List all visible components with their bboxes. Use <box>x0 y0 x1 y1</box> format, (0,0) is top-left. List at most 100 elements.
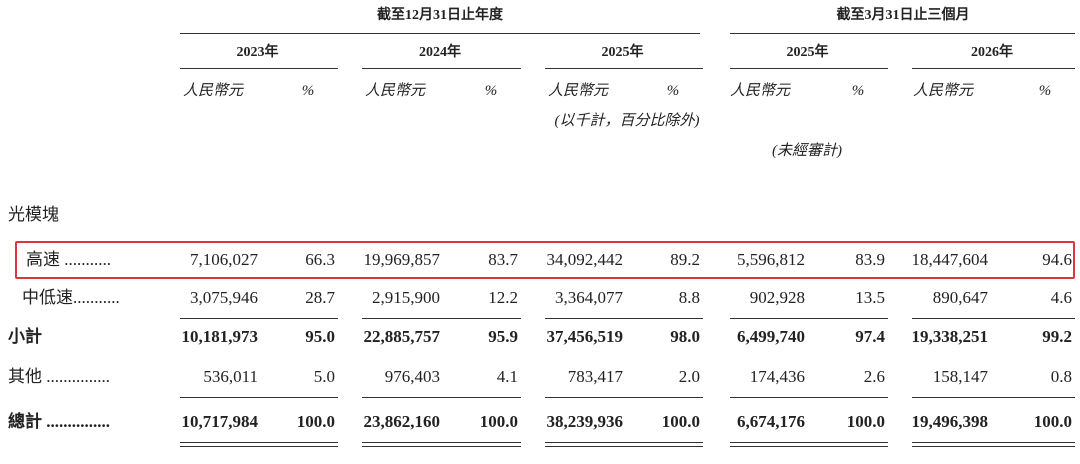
note: (以千計，百分比除外) <box>554 113 700 129</box>
rule <box>730 68 888 69</box>
row-label: 其他 ............... <box>8 367 110 386</box>
amount-cell: 902,928 <box>749 288 805 307</box>
percent-cell: 2.0 <box>678 367 700 386</box>
percent-cell: 99.2 <box>1042 327 1072 346</box>
rule <box>180 318 338 319</box>
unit-label: 人民幣元 <box>729 83 791 99</box>
rule <box>180 442 338 443</box>
amount-cell: 18,447,604 <box>911 250 989 269</box>
percent-cell: 95.9 <box>488 327 518 346</box>
rule <box>912 446 1075 447</box>
percent-cell: 28.7 <box>305 288 335 307</box>
unit-label: 人民幣元 <box>182 83 244 99</box>
year-header: 2025年 <box>601 45 644 60</box>
percent-cell: 83.7 <box>488 250 518 269</box>
rule <box>730 33 1075 34</box>
percent-cell: 0.8 <box>1050 367 1072 386</box>
amount-cell: 19,496,398 <box>911 412 989 431</box>
unit-label: % <box>484 83 498 99</box>
percent-cell: 4.1 <box>496 367 518 386</box>
amount-cell: 2,915,900 <box>372 288 440 307</box>
amount-cell: 10,181,973 <box>181 327 259 346</box>
percent-cell: 95.0 <box>305 327 335 346</box>
percent-cell: 8.8 <box>678 288 700 307</box>
rule <box>545 446 703 447</box>
unit-label: % <box>301 83 315 99</box>
percent-cell: 5.0 <box>313 367 335 386</box>
amount-cell: 976,403 <box>384 367 440 386</box>
amount-cell: 5,596,812 <box>737 250 805 269</box>
note: (未經審計) <box>772 143 842 159</box>
amount-cell: 6,674,176 <box>737 412 805 431</box>
percent-cell: 100.0 <box>1033 412 1072 431</box>
amount-cell: 10,717,984 <box>181 412 259 431</box>
percent-cell: 4.6 <box>1050 288 1072 307</box>
rule <box>730 397 888 398</box>
year-header: 2025年 <box>786 45 829 60</box>
unit-label: % <box>1038 83 1052 99</box>
rule <box>730 446 888 447</box>
rule <box>912 442 1075 443</box>
amount-cell: 7,106,027 <box>190 250 258 269</box>
percent-cell: 100.0 <box>296 412 335 431</box>
rule <box>912 318 1075 319</box>
rule <box>180 68 338 69</box>
rule <box>545 68 703 69</box>
amount-cell: 37,456,519 <box>546 327 624 346</box>
rule <box>912 397 1075 398</box>
amount-cell: 174,436 <box>749 367 805 386</box>
rule <box>180 397 338 398</box>
amount-cell: 23,862,160 <box>363 412 441 431</box>
unit-label: % <box>666 83 680 99</box>
unit-label: % <box>851 83 865 99</box>
percent-cell: 66.3 <box>305 250 335 269</box>
amount-cell: 783,417 <box>567 367 623 386</box>
amount-cell: 3,364,077 <box>555 288 623 307</box>
percent-cell: 94.6 <box>1042 250 1072 269</box>
unit-label: 人民幣元 <box>547 83 609 99</box>
year-header: 2024年 <box>419 45 461 60</box>
percent-cell: 100.0 <box>479 412 518 431</box>
rule <box>362 68 521 69</box>
percent-cell: 89.2 <box>670 250 700 269</box>
amount-cell: 6,499,740 <box>737 327 805 346</box>
rule <box>545 442 703 443</box>
row-label: 小計 <box>8 327 42 346</box>
row-label: 中低速........... <box>22 288 120 307</box>
group-header: 截至12月31日止年度 <box>377 8 503 23</box>
year-header: 2026年 <box>971 45 1013 60</box>
amount-cell: 3,075,946 <box>190 288 258 307</box>
unit-label: 人民幣元 <box>364 83 426 99</box>
amount-cell: 19,338,251 <box>911 327 989 346</box>
rule <box>362 442 521 443</box>
rule <box>545 397 703 398</box>
percent-cell: 97.4 <box>855 327 885 346</box>
rule <box>730 318 888 319</box>
rule <box>362 446 521 447</box>
unit-label: 人民幣元 <box>912 83 974 99</box>
percent-cell: 100.0 <box>661 412 700 431</box>
amount-cell: 34,092,442 <box>546 250 624 269</box>
highlight-box <box>15 241 1075 279</box>
amount-cell: 890,647 <box>932 288 988 307</box>
rule <box>180 446 338 447</box>
amount-cell: 22,885,757 <box>363 327 441 346</box>
percent-cell: 98.0 <box>670 327 700 346</box>
amount-cell: 158,147 <box>932 367 988 386</box>
year-header: 2023年 <box>236 45 279 60</box>
rule <box>912 68 1075 69</box>
rule <box>180 33 700 34</box>
section-label: 光模塊 <box>8 205 59 224</box>
percent-cell: 2.6 <box>863 367 885 386</box>
amount-cell: 38,239,936 <box>546 412 624 431</box>
percent-cell: 83.9 <box>855 250 885 269</box>
group-header: 截至3月31日止三個月 <box>836 8 970 23</box>
amount-cell: 19,969,857 <box>363 250 441 269</box>
row-label: 總計 ............... <box>8 412 110 431</box>
row-label: 高速 ........... <box>26 250 111 269</box>
percent-cell: 12.2 <box>488 288 518 307</box>
rule <box>730 442 888 443</box>
rule <box>362 318 521 319</box>
amount-cell: 536,011 <box>203 367 258 386</box>
